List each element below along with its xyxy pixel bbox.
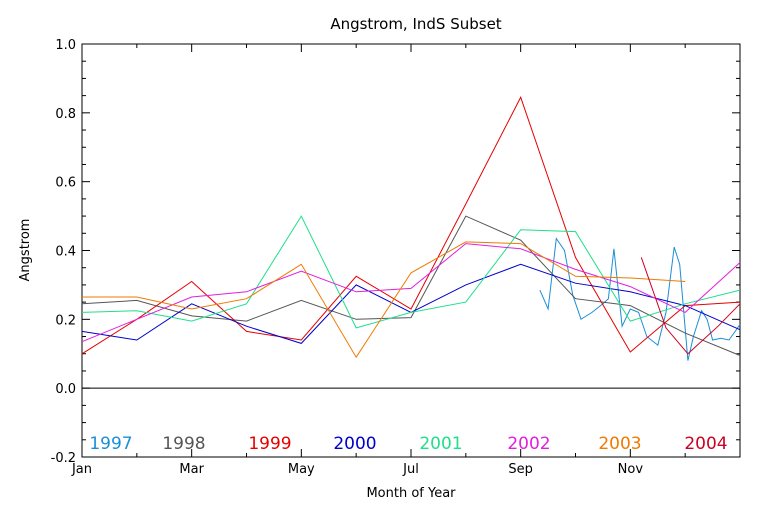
x-tick-label: May: [288, 462, 315, 477]
y-tick-label: 0.4: [55, 245, 76, 260]
y-axis-label: Angstrom: [18, 219, 33, 282]
legend-entry-2000: 2000: [333, 434, 376, 454]
chart-title: Angstrom, IndS Subset: [330, 15, 501, 33]
legend-entry-1998: 1998: [162, 434, 205, 454]
x-tick-label: Jul: [402, 462, 419, 477]
y-tick-label: 1.0: [55, 38, 76, 53]
x-axis-label: Month of Year: [366, 486, 456, 501]
series-line-2004: [640, 257, 741, 355]
y-tick-label: 0.2: [55, 313, 76, 328]
legend-entry-1997: 1997: [89, 434, 132, 454]
legend-entry-2003: 2003: [598, 434, 641, 454]
x-tick-label: Nov: [618, 462, 644, 477]
y-tick-label: -0.2: [51, 451, 76, 466]
x-tick-label: Mar: [179, 462, 204, 477]
legend-entry-1999: 1999: [248, 434, 291, 454]
series-line-1997: [539, 237, 741, 361]
series-line-2001: [81, 215, 741, 329]
series-line-2002: [81, 243, 741, 343]
series-line-1999: [81, 96, 741, 355]
legend-entry-2002: 2002: [507, 434, 550, 454]
legend-entry-2004: 2004: [684, 434, 727, 454]
series-line-2000: [81, 263, 741, 344]
y-tick-label: 0.0: [55, 382, 76, 397]
x-tick-label: Sep: [508, 462, 533, 477]
y-tick-label: 0.8: [55, 107, 76, 122]
plot-area: -0.2 0.0 0.2 0.4 0.6 0.8 1.0 Jan Mar May Jul Sep Nov…: [51, 38, 741, 477]
series-line-1998: [81, 215, 741, 356]
y-tick-label: 0.6: [55, 176, 76, 191]
plot-frame: [81, 43, 741, 458]
legend-entry-2001: 2001: [419, 434, 462, 454]
series-line-2003: [82, 241, 686, 359]
x-tick-label: Jan: [71, 462, 92, 477]
